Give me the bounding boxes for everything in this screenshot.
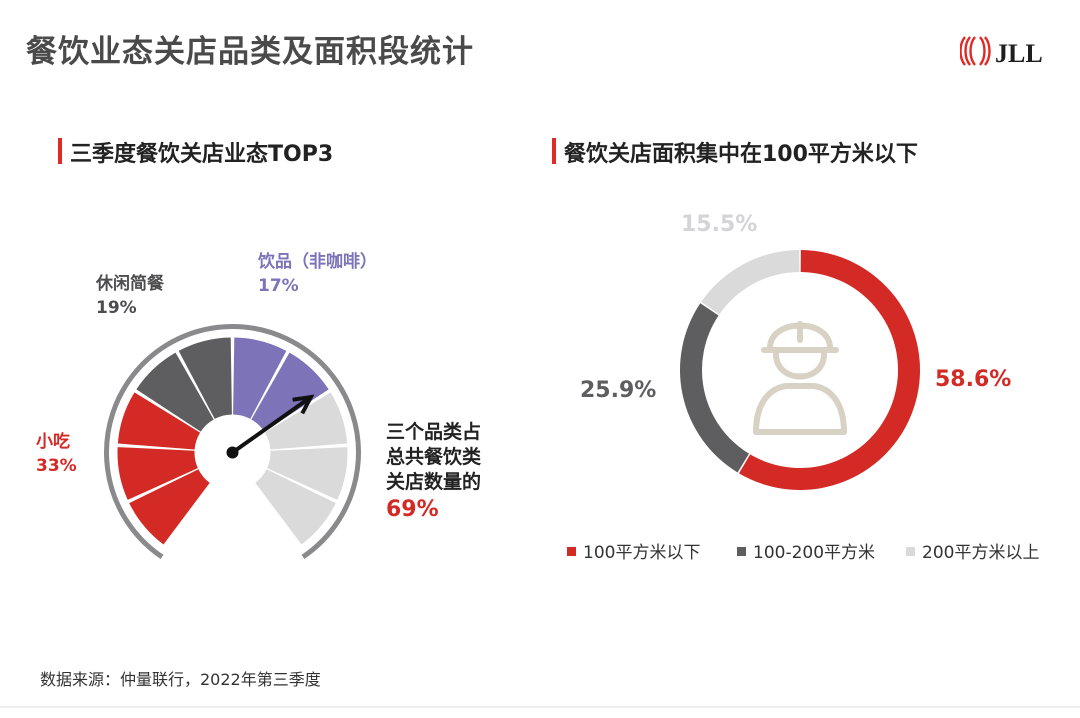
jll-logo: JLL: [960, 36, 1043, 68]
donut-segments: [680, 250, 920, 490]
gauge-arrowhead-icon: [292, 394, 315, 415]
legend-swatch: [906, 547, 915, 556]
gauge-segment-other: [264, 392, 348, 450]
legend-label: 100-200平方米: [753, 543, 876, 563]
gauge-segment-snack: [117, 447, 198, 500]
right-heading: 餐饮关店面积集中在100平方米以下: [564, 142, 918, 167]
left-heading: 三季度餐饮关店业态TOP3: [70, 142, 334, 167]
gauge-outer-ring: [104, 324, 361, 560]
source-note: 数据来源：仲量联行，2022年第三季度: [40, 670, 321, 689]
gauge-segment-snack: [117, 392, 201, 450]
gauge-segment-casual-dining: [178, 337, 232, 419]
donut-label-over-200: 15.5%: [681, 212, 758, 237]
legend-swatch: [567, 547, 576, 556]
gauge-needle: [231, 395, 313, 455]
summary-line: 关店数量的: [386, 471, 482, 493]
gauge-segment-other: [255, 469, 336, 545]
donut-segment-under-100: [738, 250, 920, 490]
gauge-segment-drinks: [233, 337, 287, 419]
donut-segment-over-200: [701, 250, 800, 315]
page-title: 餐饮业态关店品类及面积段统计: [26, 34, 474, 70]
donut-segment-100-200: [680, 303, 749, 473]
gauge-pivot: [226, 446, 239, 459]
category-pct: 33%: [36, 456, 77, 476]
category-name: 休闲简餐: [96, 274, 164, 294]
category-name: 饮品（非咖啡）: [258, 252, 377, 272]
summary-line: 总共餐饮类: [386, 446, 482, 468]
donut-label-under-100: 58.6%: [935, 367, 1012, 392]
gauge-chart: [104, 324, 361, 560]
category-pct: 19%: [96, 298, 137, 318]
category-name: 小吃: [36, 432, 70, 452]
section-marker: [552, 138, 556, 164]
gauge-segment-snack: [129, 469, 210, 545]
legend-swatch: [737, 547, 746, 556]
summary-line: 三个品类占: [386, 421, 482, 443]
category-label-snack: 小吃 33%: [36, 430, 77, 478]
donut-chart: [680, 250, 920, 490]
legend-label: 100平方米以下: [583, 543, 701, 563]
worker-helmet-icon: [753, 321, 847, 435]
legend-label: 200平方米以上: [922, 543, 1040, 563]
category-label-drinks: 饮品（非咖啡） 17%: [258, 250, 377, 298]
jll-logo-mark-icon: [960, 36, 991, 66]
section-marker: [58, 138, 62, 164]
brand-name: JLL: [995, 39, 1043, 68]
gauge-segment-casual-dining: [136, 352, 214, 432]
summary-value: 69%: [386, 497, 439, 522]
category-pct: 17%: [258, 276, 299, 296]
gauge-segment-drinks: [251, 352, 329, 432]
donut-label-100-200: 25.9%: [580, 378, 657, 403]
bottom-divider: [0, 706, 1080, 708]
category-label-casual-dining: 休闲简餐 19%: [96, 272, 164, 320]
legend-item-100-200: 100-200平方米: [737, 538, 875, 563]
legend-item-under-100: 100平方米以下: [567, 538, 700, 563]
legend-item-over-200: 200平方米以上: [906, 538, 1039, 563]
summary-text: 三个品类占 总共餐饮类 关店数量的 69%: [386, 420, 481, 522]
gauge-segment-other: [267, 447, 348, 500]
gauge-segments: [117, 337, 348, 545]
